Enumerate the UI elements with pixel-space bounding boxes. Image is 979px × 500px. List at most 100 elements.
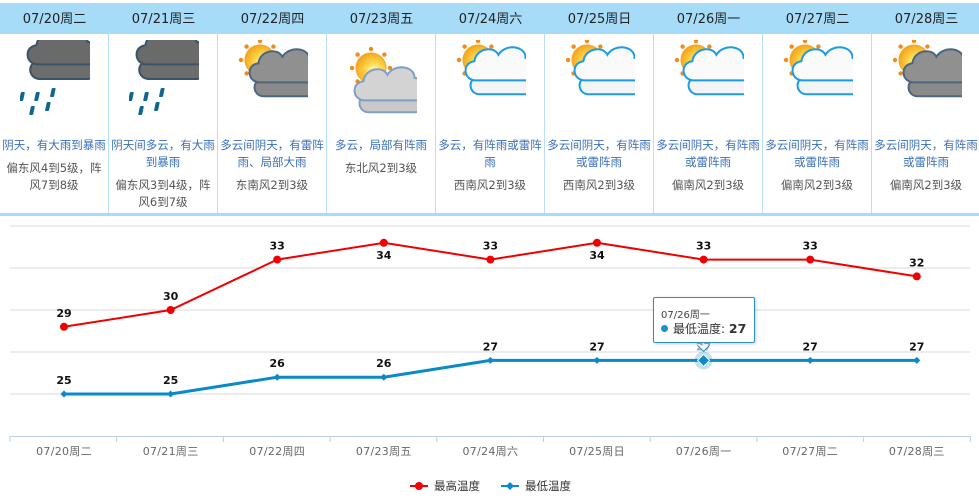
day-header-07/20周二: 07/20周二 [22, 12, 87, 27]
high-point[interactable] [806, 255, 815, 264]
wind-text: 西南风2到3级 [453, 178, 527, 192]
weather-description: 阴天间多云，有大雨到暴雨 偏东风3到4级，阵风6到7级 [111, 137, 215, 211]
weather-description-text: 多云，有阵雨或雷阵雨 [438, 138, 542, 169]
sun-behind-dark-cloud-icon [892, 38, 977, 122]
data-label: 30 [163, 290, 179, 303]
day-cell: 多云，有阵雨或雷阵雨西南风2到3级 [436, 34, 545, 213]
weather-description-text: 多云间阴天，有雷阵雨、局部大雨 [220, 138, 324, 169]
low-point[interactable] [593, 356, 601, 364]
forecast-header-row: 07/20周二 07/21周三 07/22周四 07/23周五 07/24周六 07/25… [0, 3, 979, 34]
data-label: 33 [696, 240, 711, 253]
day-header-07/24周六: 07/24周六 [458, 12, 523, 27]
high-point[interactable] [593, 238, 601, 247]
x-axis-label: 07/24周六 [462, 445, 519, 458]
tooltip-pointer [697, 345, 710, 353]
data-label: 27 [803, 340, 818, 353]
day-header-07/21周三: 07/21周三 [131, 12, 196, 27]
data-label: 33 [270, 240, 285, 253]
wind-text: 偏南风2到3级 [889, 178, 963, 192]
day-header-07/27周二: 07/27周二 [785, 12, 850, 27]
wind-text: 东南风2到3级 [235, 178, 309, 192]
high-point[interactable] [166, 306, 175, 314]
weather-description-text: 多云间阴天，有阵雨或雷阵雨 [765, 138, 869, 169]
chart-tooltip: 07/26周一 最低温度: 27 [653, 297, 755, 343]
x-axis-label: 07/26周一 [675, 445, 732, 458]
weather-description: 多云，有阵雨或雷阵雨西南风2到3级 [438, 137, 542, 194]
wind-text: 偏南风2到3级 [780, 178, 854, 192]
wind-text: 西南风2到3级 [562, 178, 636, 192]
tooltip-series-dot-icon [661, 325, 668, 332]
day-cell: 多云间阴天，有阵雨或雷阵雨偏南风2到3级 [763, 34, 872, 213]
low-point[interactable] [273, 373, 281, 381]
x-axis-label: 07/23周五 [355, 445, 412, 458]
low-point[interactable] [167, 390, 175, 398]
day-header-07/25周日: 07/25周日 [567, 12, 632, 27]
tooltip-label: 最低温度: [673, 322, 726, 336]
sun-behind-grey-cloud-icon [347, 40, 428, 122]
data-label: 34 [376, 249, 392, 262]
high-point[interactable] [60, 322, 68, 331]
weather-description: 多云间阴天，有阵雨或雷阵雨偏南风2到3级 [874, 137, 978, 194]
x-axis-label: 07/22周四 [249, 445, 306, 458]
tooltip-date: 07/26周一 [661, 310, 710, 321]
day-header-07/22周四: 07/22周四 [240, 12, 305, 27]
forecast-cells: 阴天，有大雨到暴雨 偏东风4到5级，阵风7到8级 阴天间多云，有大雨到暴雨 偏东风3… [0, 30, 979, 216]
data-label: 33 [483, 240, 498, 253]
partly-cloudy-icon [674, 38, 757, 122]
weather-description-text: 阴天，有大雨到暴雨 [2, 138, 106, 152]
day-cell: 多云，局部有阵雨 东北风2到3级 [327, 34, 436, 213]
forecast-table: 07/20周二 07/21周三 07/22周四 07/23周五 07/24周六 07/25… [0, 3, 979, 216]
wind-text: 偏南风2到3级 [671, 178, 745, 192]
legend-high-marker-icon [410, 482, 428, 490]
data-label: 25 [163, 374, 178, 387]
temperature-chart: 29 30 33 34 33 34 33 33 32 25 25 26 26 27 27 27 27 27 07/… [0, 215, 979, 500]
x-axis-label: 07/25周日 [569, 445, 625, 458]
high-point[interactable] [486, 255, 495, 264]
sun-behind-dark-cloud-icon [238, 38, 323, 122]
tooltip-row: 最低温度: 27 [661, 320, 746, 337]
weather-description-text: 多云间阴天，有阵雨或雷阵雨 [656, 138, 760, 169]
data-label: 26 [270, 357, 286, 370]
weather-description: 多云间阴天，有阵雨或雷阵雨西南风2到3级 [547, 137, 651, 194]
series-line-high [63, 241, 917, 328]
low-point[interactable] [806, 356, 814, 364]
day-cell: 阴天间多云，有大雨到暴雨 偏东风3到4级，阵风6到7级 [109, 30, 218, 213]
high-point[interactable] [379, 238, 388, 247]
weather-description-text: 阴天间多云，有大雨到暴雨 [111, 138, 215, 169]
weather-description: 多云间阴天，有阵雨或雷阵雨偏南风2到3级 [656, 137, 760, 194]
low-point[interactable] [60, 390, 68, 398]
weather-description: 多云，局部有阵雨 东北风2到3级 [329, 137, 433, 177]
temperature-chart-plot: 29 30 33 34 33 34 33 33 32 25 25 26 26 27 27 27 27 27 [9, 225, 971, 442]
x-axis-label: 07/21周三 [142, 445, 199, 458]
low-point[interactable] [913, 356, 921, 364]
day-header-07/28周三: 07/28周三 [894, 12, 959, 27]
low-point[interactable] [380, 373, 388, 381]
data-label: 32 [909, 256, 924, 269]
weather-description: 多云间阴天，有阵雨或雷阵雨偏南风2到3级 [765, 137, 869, 194]
high-point[interactable] [273, 255, 282, 264]
day-header-07/23周五: 07/23周五 [349, 12, 414, 27]
low-point[interactable] [486, 356, 494, 364]
data-label: 29 [56, 307, 71, 320]
data-label: 25 [56, 374, 71, 387]
day-cell: 阴天，有大雨到暴雨 偏东风4到5级，阵风7到8级 [0, 30, 109, 213]
data-label: 27 [909, 340, 924, 353]
x-axis-label: 07/28周三 [888, 445, 945, 458]
weather-description-text: 多云间阴天，有阵雨或雷阵雨 [547, 138, 651, 169]
low-point[interactable] [696, 353, 711, 368]
data-label: 34 [589, 249, 605, 262]
legend-item-low[interactable]: 最低温度 [501, 478, 571, 494]
weather-description-text: 多云间阴天，有阵雨或雷阵雨 [874, 138, 978, 169]
legend-high-label: 最高温度 [434, 479, 480, 493]
weather-description: 多云间阴天，有雷阵雨、局部大雨东南风2到3级 [220, 137, 324, 194]
data-label: 27 [483, 340, 498, 353]
day-header-07/26周一: 07/26周一 [676, 12, 741, 27]
day-cell: 多云间阴天，有阵雨或雷阵雨偏南风2到3级 [654, 34, 763, 213]
legend-item-high[interactable]: 最高温度 [410, 478, 480, 494]
series-line-low [64, 358, 917, 396]
high-point[interactable] [699, 255, 708, 264]
legend-low-marker-icon [501, 482, 519, 490]
data-label: 33 [803, 240, 818, 253]
high-point[interactable] [912, 272, 921, 281]
partly-cloudy-icon [783, 38, 866, 122]
